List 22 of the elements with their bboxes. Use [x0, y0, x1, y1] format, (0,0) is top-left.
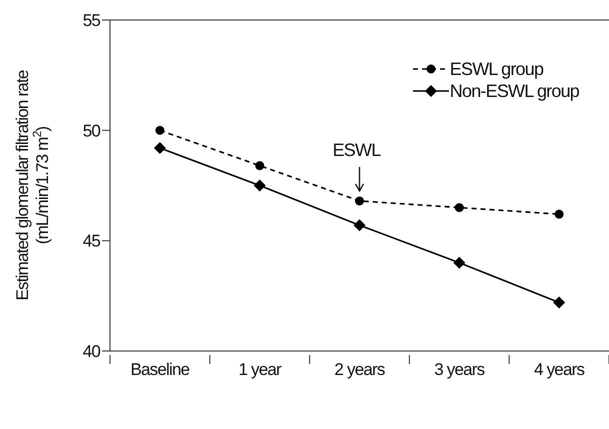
- y-tick-label: 55: [82, 11, 100, 30]
- x-tick-label: 4 years: [534, 360, 584, 379]
- y-tick-label: 50: [82, 121, 100, 140]
- y-tick-label: 40: [82, 342, 100, 362]
- y-tick-label: 45: [82, 232, 100, 251]
- point: [454, 203, 464, 212]
- x-tick-label: 2 years: [334, 360, 385, 379]
- point: [255, 161, 264, 170]
- point: [254, 180, 266, 192]
- x-tick-label: 3 years: [434, 360, 485, 379]
- point: [554, 210, 564, 219]
- point: [155, 126, 164, 135]
- x-tick-label: Baseline: [130, 360, 190, 379]
- legend-label: ESWL group: [450, 58, 544, 80]
- point: [453, 256, 466, 269]
- point: [154, 142, 166, 154]
- point: [355, 196, 364, 206]
- legend-label: Non-ESWL group: [450, 80, 579, 102]
- x-tick-label: 1 year: [238, 360, 282, 379]
- annotation: ESWL: [332, 140, 382, 160]
- point: [553, 296, 566, 308]
- point: [354, 219, 366, 232]
